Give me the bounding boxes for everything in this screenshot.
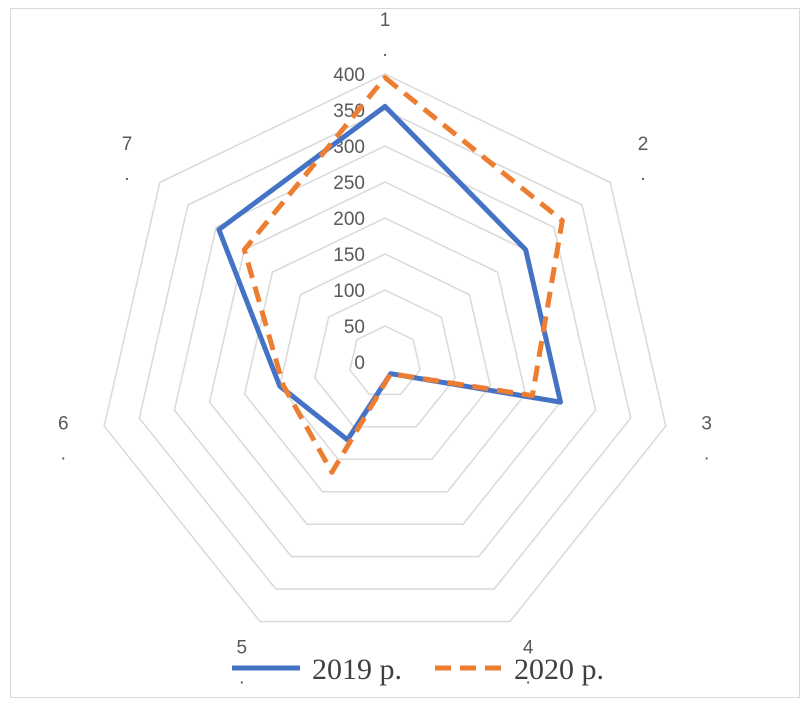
chart-frame xyxy=(10,8,800,698)
category-label: 3. xyxy=(701,413,712,464)
radial-axis-ticks: 0 50 100 150 200 250 300 350 400 xyxy=(333,65,365,374)
series-line-1 xyxy=(241,75,565,475)
tick-label: 400 xyxy=(333,65,365,86)
category-label: 1. xyxy=(380,10,391,61)
legend: 2019 р. 2020 р. xyxy=(232,653,604,686)
category-label: 2. xyxy=(638,134,649,185)
grid-ring xyxy=(173,145,597,558)
grid-ring xyxy=(138,109,632,590)
grid-ring xyxy=(103,73,667,623)
category-label: 7. xyxy=(122,134,133,185)
radar-grid xyxy=(103,73,667,623)
tick-label: 150 xyxy=(333,245,365,266)
tick-label: 50 xyxy=(344,317,365,338)
tick-label: 300 xyxy=(333,137,365,158)
legend-label-2019: 2019 р. xyxy=(312,653,402,686)
category-label: 6. xyxy=(58,413,69,464)
grid-ring xyxy=(278,253,492,461)
category-label: 4. xyxy=(523,637,534,688)
tick-label: 0 xyxy=(354,353,365,374)
grid-ring xyxy=(349,325,421,396)
series-lines xyxy=(216,75,565,475)
grid-ring xyxy=(313,289,457,428)
category-label: 5. xyxy=(237,637,248,688)
legend-label-2020: 2020 р. xyxy=(514,653,604,686)
tick-label: 250 xyxy=(333,173,365,194)
tick-label: 350 xyxy=(333,101,365,122)
tick-label: 100 xyxy=(333,281,365,302)
grid-ring xyxy=(243,217,527,493)
tick-label: 200 xyxy=(333,209,365,230)
category-labels: 1. 2. 3. 4. 5. 6. 7. xyxy=(58,10,712,688)
